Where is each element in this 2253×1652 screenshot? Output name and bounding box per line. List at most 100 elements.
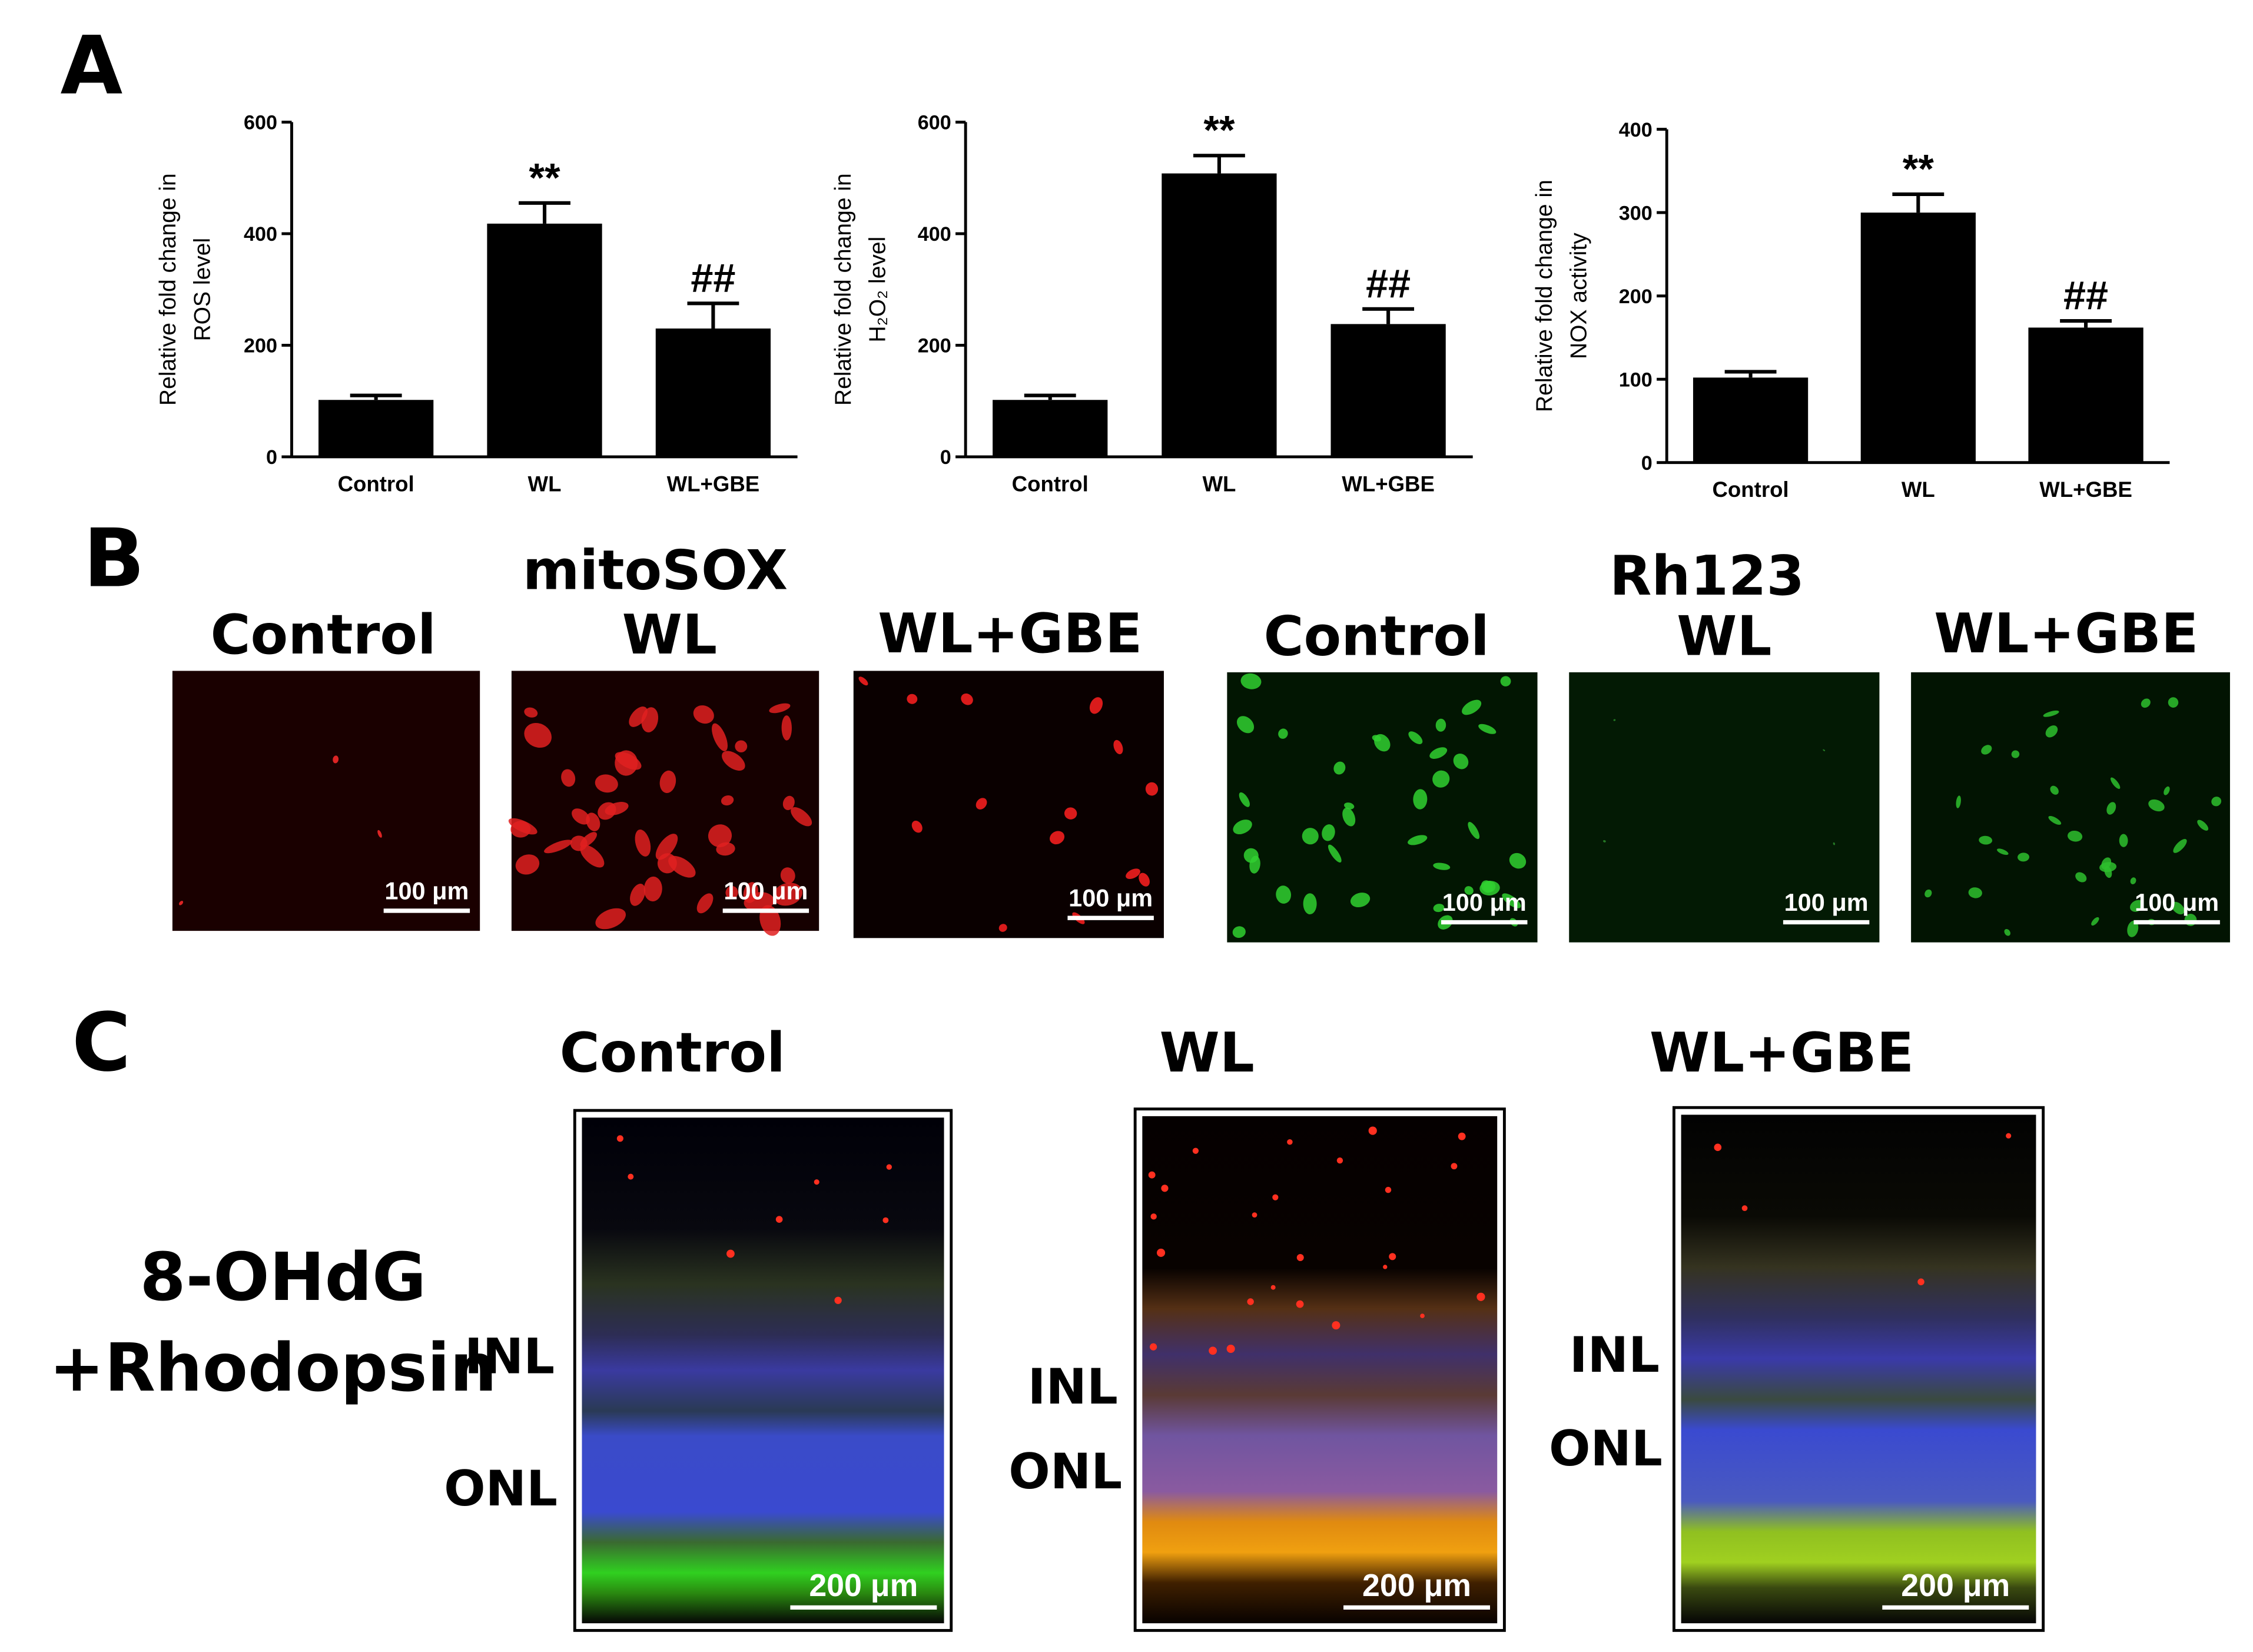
- cell: [1374, 734, 1391, 752]
- cell: [721, 795, 734, 806]
- cell: [2048, 815, 2062, 825]
- cell: [1333, 761, 1346, 775]
- cell: [2148, 799, 2165, 812]
- stain-label: mitoSOX: [523, 538, 788, 602]
- signal-dot: [1270, 1285, 1276, 1290]
- cell: [2101, 857, 2112, 870]
- cell: [2043, 710, 2059, 717]
- cell: [2110, 777, 2121, 789]
- cell: [1453, 753, 1469, 769]
- cell: [655, 834, 678, 860]
- group-label: WL+GBE: [1650, 1021, 1914, 1084]
- bar: [487, 223, 602, 457]
- cell: [1050, 831, 1065, 845]
- signal-dot: [814, 1179, 819, 1185]
- cell: [615, 750, 638, 776]
- cell: [659, 770, 676, 794]
- retina-section: [1681, 1114, 2036, 1624]
- cell: [773, 883, 803, 906]
- scale-bar-label: 100 μm: [1069, 884, 1153, 912]
- cell: [598, 802, 616, 820]
- signal-dot: [1209, 1346, 1217, 1355]
- signal-dot: [882, 1217, 889, 1223]
- cell: [643, 876, 662, 902]
- cell: [2050, 785, 2059, 795]
- cell: [744, 892, 774, 911]
- cell: [1236, 716, 1255, 734]
- bar: [2028, 327, 2143, 463]
- cell: [1408, 731, 1423, 744]
- cell: [580, 844, 605, 868]
- cell: [1968, 887, 1982, 898]
- cell: [508, 818, 537, 835]
- cell: [975, 798, 987, 810]
- y-tick-label: 400: [1619, 119, 1653, 141]
- signal-dot: [1385, 1186, 1392, 1193]
- scale-bar-label: 200 μm: [809, 1568, 918, 1603]
- significance-label: ##: [691, 256, 735, 301]
- y-tick-label: 600: [918, 112, 951, 134]
- cell: [1139, 873, 1150, 887]
- signal-dot: [1161, 1185, 1169, 1192]
- cell: [1413, 789, 1428, 810]
- cell: [1432, 770, 1450, 788]
- cell: [769, 703, 791, 714]
- cell: [1249, 855, 1260, 874]
- cell: [1433, 904, 1445, 913]
- signal-dot: [628, 1173, 634, 1180]
- bar: [318, 400, 434, 457]
- x-tick-label: WL+GBE: [1342, 472, 1435, 496]
- signal-dot: [1148, 1171, 1156, 1179]
- cell: [1089, 697, 1103, 714]
- signal-dot: [1192, 1147, 1199, 1154]
- cell: [179, 901, 184, 905]
- group-label: Control: [1264, 605, 1489, 668]
- signal-dot: [2006, 1133, 2012, 1139]
- panel-label: B: [84, 512, 145, 606]
- cell: [2168, 697, 2179, 708]
- cell: [1342, 807, 1356, 827]
- y-axis-label: Relative fold change in: [831, 173, 856, 406]
- layer-label: INL: [464, 1328, 555, 1385]
- cell: [2141, 698, 2151, 708]
- stain-label: 8-OHdG: [140, 1239, 427, 1316]
- signal-dot: [1332, 1321, 1340, 1330]
- cell: [515, 854, 540, 875]
- cell: [1233, 820, 1252, 835]
- cell: [1483, 881, 1496, 893]
- signal-dot: [1156, 1248, 1166, 1257]
- signal-dot: [1383, 1265, 1388, 1269]
- signal-dot: [1714, 1143, 1722, 1152]
- signal-dot: [1741, 1205, 1748, 1212]
- bar: [655, 328, 771, 457]
- cell: [735, 740, 748, 752]
- x-tick-label: Control: [1012, 472, 1089, 496]
- cell: [2197, 820, 2209, 831]
- group-label: WL+GBE: [1934, 602, 2198, 665]
- y-tick-label: 200: [918, 335, 951, 357]
- cell: [641, 707, 659, 732]
- signal-dot: [775, 1216, 783, 1223]
- signal-dot: [616, 1135, 623, 1142]
- significance-label: **: [1903, 147, 1935, 191]
- cell: [1478, 724, 1497, 734]
- cell: [1232, 926, 1246, 938]
- cell: [572, 808, 590, 825]
- cell: [595, 774, 618, 793]
- y-axis-label: Relative fold change in: [155, 173, 181, 406]
- cell: [2011, 750, 2020, 758]
- significance-label: **: [529, 155, 560, 200]
- layer-label: INL: [1028, 1358, 1118, 1415]
- signal-dot: [1458, 1132, 1466, 1140]
- signal-dot: [1917, 1278, 1924, 1286]
- signal-dot: [1336, 1157, 1343, 1164]
- cell: [377, 830, 382, 838]
- cell: [907, 694, 918, 704]
- cell: [1468, 822, 1480, 840]
- cell: [1429, 747, 1448, 759]
- stain-label: +Rhodopsin: [49, 1330, 497, 1406]
- signal-dot: [1150, 1213, 1157, 1220]
- signal-dot: [1368, 1126, 1377, 1135]
- bar: [993, 400, 1108, 457]
